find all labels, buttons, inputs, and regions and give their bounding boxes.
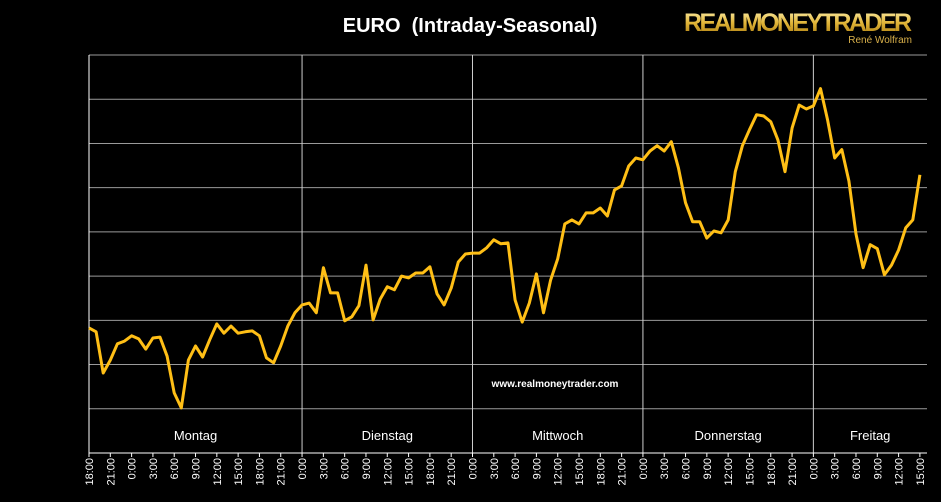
- logo-subtitle: René Wolfram: [848, 35, 912, 46]
- watermark: www.realmoneytrader.com: [491, 379, 619, 390]
- x-tick-label: 6:00: [510, 458, 522, 479]
- x-tick-label: 12:00: [382, 458, 394, 486]
- x-tick-label: 3:00: [659, 458, 671, 479]
- x-tick-label: 21:00: [446, 458, 458, 486]
- x-tick-label: 0:00: [638, 458, 650, 479]
- x-tick-label: 21:00: [617, 458, 629, 486]
- line: [88, 87, 922, 410]
- x-tick-label: 3:00: [489, 458, 501, 479]
- x-tick-label: 18:00: [254, 458, 266, 486]
- x-tick-label: 6:00: [681, 458, 693, 479]
- x-tick-label: 21:00: [787, 458, 799, 486]
- day-label: Freitag: [850, 428, 890, 443]
- x-tick-label: 12:00: [723, 458, 735, 486]
- x-tick-label: 18:00: [425, 458, 437, 486]
- x-tick-label: 9:00: [531, 458, 543, 479]
- x-tick-label: 6:00: [169, 458, 181, 479]
- x-tick-label: 18:00: [595, 458, 607, 486]
- x-tick-label: 3:00: [148, 458, 160, 479]
- x-tick-label: 6:00: [851, 458, 863, 479]
- day-label: Donnerstag: [695, 428, 762, 443]
- x-tick-label: 3:00: [318, 458, 330, 479]
- x-tick-label: 3:00: [830, 458, 842, 479]
- x-tick-label: 12:00: [553, 458, 565, 486]
- x-tick-label: 12:00: [894, 458, 906, 486]
- day-label: Montag: [174, 428, 217, 443]
- x-tick-label: 9:00: [872, 458, 884, 479]
- x-tick-label: 9:00: [191, 458, 203, 479]
- x-tick-label: 6:00: [340, 458, 352, 479]
- day-label: Dienstag: [362, 428, 413, 443]
- x-tick-label: 15:00: [404, 458, 416, 486]
- day-label: Mittwoch: [532, 428, 583, 443]
- x-tick-label: 15:00: [574, 458, 586, 486]
- logo: REALMONEYTRADER: [684, 9, 912, 37]
- x-tick-label: 12:00: [212, 458, 224, 486]
- x-tick-label: 15:00: [744, 458, 756, 486]
- x-tick-label: 0:00: [808, 458, 820, 479]
- x-tick-label: 0:00: [127, 458, 139, 479]
- x-tick-label: 15:00: [233, 458, 245, 486]
- x-tick-label: 21:00: [276, 458, 288, 486]
- x-tick-label: 9:00: [702, 458, 714, 479]
- x-tick-label: 9:00: [361, 458, 373, 479]
- x-tick-label: 0:00: [297, 458, 309, 479]
- x-tick-label: 0:00: [467, 458, 479, 479]
- chart-title: EURO (Intraday-Seasonal): [343, 15, 598, 37]
- x-tick-label: 15:00: [915, 458, 927, 486]
- x-tick-label: 18:00: [766, 458, 778, 486]
- x-tick-label: 21:00: [105, 458, 117, 486]
- x-tick-label: 18:00: [84, 458, 96, 486]
